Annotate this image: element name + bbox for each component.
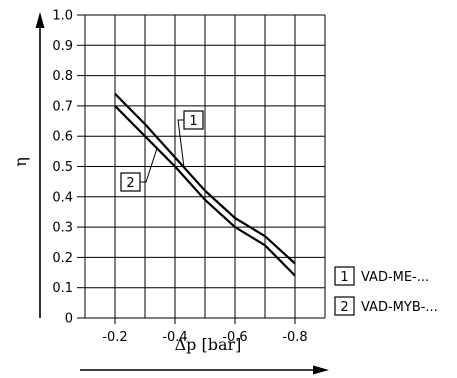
series-marker-box — [120, 172, 141, 192]
x-axis-arrow — [313, 365, 329, 375]
series-markers: 12 — [120, 110, 204, 192]
y-tick-label: 0.2 — [52, 251, 73, 266]
y-axis-arrow — [35, 12, 45, 28]
y-tick-label: 0.3 — [52, 221, 73, 236]
y-tick-labels: 0 0.1 0.2 0.3 0.4 0.5 0.6 0.7 0.8 0.9 1.0 — [52, 9, 85, 327]
x-tick-label: -0.6 — [222, 330, 247, 345]
y-tick-label: 0.7 — [52, 99, 73, 114]
y-tick-label: 0.1 — [52, 281, 73, 296]
legend-label: VAD-ME-... — [361, 270, 429, 285]
x-tick-label: -0.8 — [282, 330, 307, 345]
y-tick-label: 0.6 — [52, 130, 73, 145]
y-tick-label: 0.9 — [52, 39, 73, 54]
legend-entry-1: 1 VAD-ME-... — [334, 266, 429, 286]
x-tick-label: -0.2 — [102, 330, 127, 345]
x-axis-label: Δp [bar] — [175, 335, 242, 354]
legend-number: 1 — [340, 270, 348, 285]
series-marker-leader — [140, 148, 158, 183]
y-axis-label: η — [11, 157, 30, 167]
series-marker-2: 2 — [120, 148, 158, 192]
x-tick-label: -0.4 — [162, 330, 187, 345]
series-marker-1: 1 — [177, 110, 204, 168]
legend-entry-2: 2 VAD-MYB-... — [334, 296, 438, 316]
y-tick-label: 0.5 — [52, 160, 73, 175]
y-tick-label: 0 — [65, 312, 73, 327]
legend-label: VAD-MYB-... — [361, 300, 438, 315]
legend: 1 VAD-ME-... 2 VAD-MYB-... — [334, 266, 438, 316]
series — [114, 93, 296, 277]
legend-box — [334, 296, 355, 316]
legend-number: 2 — [340, 300, 348, 315]
y-tick-label: 1.0 — [52, 9, 73, 24]
axes — [35, 12, 329, 375]
series-marker-label: 1 — [189, 114, 197, 129]
series-marker-box — [183, 110, 204, 130]
legend-box — [334, 266, 355, 286]
grid — [84, 14, 326, 319]
series-line-1 — [114, 93, 296, 265]
series-marker-leader — [177, 119, 185, 168]
y-tick-label: 0.4 — [52, 190, 73, 205]
series-line-2 — [114, 105, 296, 277]
y-tick-label: 0.8 — [52, 69, 73, 84]
x-tick-labels: -0.2 -0.4 -0.6 -0.8 — [102, 318, 308, 345]
series-marker-label: 2 — [126, 176, 134, 191]
